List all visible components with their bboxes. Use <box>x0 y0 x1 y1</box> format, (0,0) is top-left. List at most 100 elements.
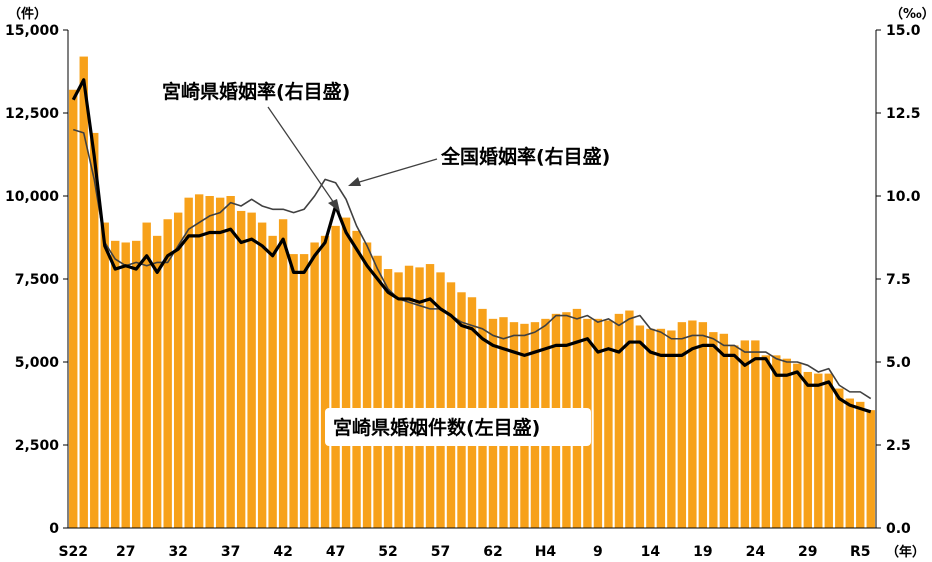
x-tick-label: 37 <box>221 544 240 560</box>
count-bar <box>215 197 225 528</box>
count-bar <box>341 217 351 528</box>
count-bar <box>646 328 655 528</box>
count-bar <box>69 89 78 528</box>
left-tick-label: 7,500 <box>15 272 60 288</box>
count-bar <box>226 196 235 528</box>
count-bar <box>100 222 109 528</box>
left-axis-unit: （件） <box>8 6 47 22</box>
x-tick-label: 42 <box>273 544 292 560</box>
count-bar <box>205 196 214 528</box>
national-rate-line <box>73 128 872 400</box>
count-bar <box>173 212 183 528</box>
annotation-national-rate: 全国婚姻率(右目盛) <box>440 145 610 168</box>
x-tick-label: H4 <box>535 544 557 560</box>
count-bar <box>404 265 414 528</box>
count-bar <box>257 222 267 528</box>
right-axis-unit: （‰） <box>890 6 932 22</box>
count-bar <box>362 242 372 529</box>
left-tick-label: 0 <box>49 521 59 537</box>
count-bar <box>121 242 130 529</box>
count-bar <box>866 410 875 528</box>
count-bar <box>111 240 120 528</box>
count-bar <box>814 373 823 528</box>
count-bar <box>278 219 288 529</box>
x-tick-label: S22 <box>58 544 88 560</box>
annotation-arrows <box>267 106 438 212</box>
count-bars <box>69 56 875 529</box>
right-tick-label: 15.0 <box>886 23 921 39</box>
x-tick-label: 29 <box>798 544 817 560</box>
count-bar <box>856 401 865 528</box>
count-bar <box>184 197 193 528</box>
count-bar <box>593 318 603 528</box>
count-bar <box>688 320 697 528</box>
count-bar <box>614 313 624 528</box>
count-bar <box>719 333 729 528</box>
count-bar <box>299 254 309 528</box>
count-bar <box>436 272 445 528</box>
count-bar <box>90 132 99 529</box>
rate-lines <box>71 78 872 414</box>
count-bar <box>415 267 424 528</box>
count-bar <box>289 254 298 528</box>
x-tick-label: 32 <box>168 544 187 560</box>
count-bar <box>310 242 319 529</box>
count-bar <box>677 322 687 528</box>
annotation-miyazaki-rate: 宮崎県婚姻率(右目盛) <box>162 80 350 103</box>
right-tick-label: 2.5 <box>886 438 911 454</box>
count-bar <box>824 373 833 528</box>
count-bar <box>656 328 666 528</box>
count-bar <box>268 235 277 528</box>
count-bar <box>604 320 613 528</box>
count-bar <box>803 371 812 528</box>
count-bar <box>132 240 141 528</box>
count-bar <box>698 322 708 528</box>
miyazaki-rate-arrow <box>267 106 335 204</box>
count-bar <box>247 212 256 528</box>
axes <box>63 29 881 529</box>
left-tick-label: 15,000 <box>5 23 59 39</box>
count-bar <box>761 355 771 528</box>
right-tick-label: 12.5 <box>886 106 921 122</box>
count-bar <box>373 255 382 528</box>
national-rate-arrowhead <box>348 177 361 186</box>
count-bar <box>142 222 151 528</box>
x-axis-unit: （年） <box>886 544 925 560</box>
count-bar <box>194 194 204 528</box>
count-bar <box>163 219 172 529</box>
count-bar <box>751 340 760 528</box>
count-bar <box>425 264 435 528</box>
count-bar <box>394 272 403 528</box>
count-bar <box>667 330 676 528</box>
count-bar <box>352 230 361 529</box>
x-tick-label: R5 <box>850 544 871 560</box>
count-bar <box>793 363 802 528</box>
tick-labels: 0 2,500 5,000 7,500 10,000 12,500 15,000 0.0 2.5… <box>5 23 921 560</box>
count-bar <box>446 282 456 528</box>
count-bar <box>236 210 246 528</box>
x-tick-label: 9 <box>593 544 603 560</box>
national-rate-arrow <box>355 158 438 184</box>
x-tick-label: 27 <box>116 544 135 560</box>
count-bar <box>782 358 791 528</box>
x-tick-label: 47 <box>326 544 345 560</box>
right-tick-label: 10.0 <box>886 189 921 205</box>
count-bar <box>709 332 718 528</box>
annotation-miyazaki-count: 宮崎県婚姻件数(左目盛) <box>333 416 540 439</box>
count-bar <box>845 398 854 528</box>
x-tick-label: 62 <box>483 544 502 560</box>
x-tick-label: 52 <box>378 544 397 560</box>
count-bar <box>79 56 88 529</box>
left-tick-label: 5,000 <box>15 355 60 371</box>
right-tick-label: 0.0 <box>886 521 911 537</box>
left-tick-label: 10,000 <box>5 189 59 205</box>
miyazaki-rate-line <box>71 78 872 414</box>
count-bar <box>730 345 739 528</box>
annotation-count-box <box>325 408 591 446</box>
x-tick-label: 19 <box>693 544 712 560</box>
x-tick-label: 14 <box>641 544 661 560</box>
count-bar <box>153 235 162 528</box>
left-tick-label: 12,500 <box>5 106 59 122</box>
right-tick-label: 5.0 <box>886 355 911 371</box>
